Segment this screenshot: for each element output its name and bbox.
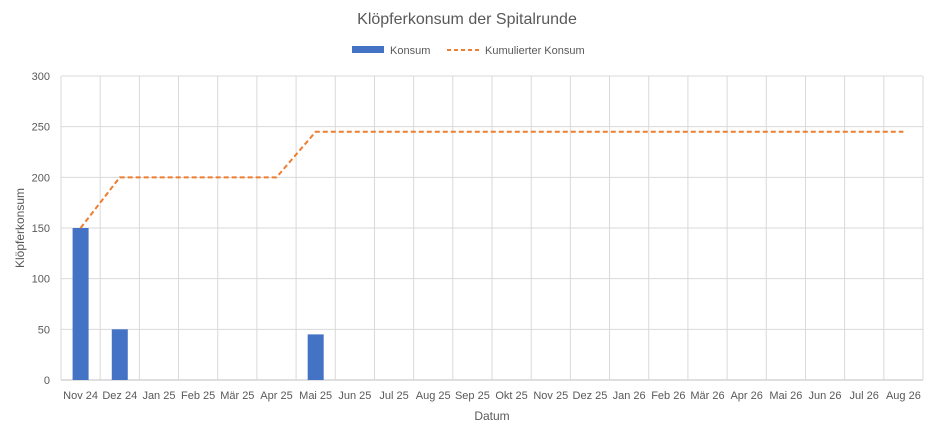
x-tick-label: Mär 25 <box>220 390 254 402</box>
x-tick-label: Jun 26 <box>809 390 842 402</box>
x-tick-label: Aug 25 <box>416 390 451 402</box>
x-tick-label: Jun 25 <box>338 390 371 402</box>
legend: Konsum Kumulierter Konsum <box>352 45 585 57</box>
y-tick-label: 0 <box>44 375 50 387</box>
x-tick-label: Jan 26 <box>613 390 646 402</box>
x-tick-label: Feb 25 <box>181 390 215 402</box>
bar-konsum <box>72 228 89 380</box>
x-tick-label: Nov 25 <box>533 390 568 402</box>
line-kumulierter-konsum <box>79 130 904 229</box>
legend-label-kumuliert: Kumulierter Konsum <box>485 45 585 57</box>
x-tick-label: Nov 24 <box>63 390 98 402</box>
x-tick-label: Okt 25 <box>495 390 527 402</box>
x-tick-label: Apr 26 <box>730 390 762 402</box>
x-tick-label: Jul 26 <box>850 390 879 402</box>
bar-konsum <box>307 334 324 380</box>
y-tick-label: 300 <box>32 71 50 83</box>
x-tick-label: Jan 25 <box>142 390 175 402</box>
y-tick-label: 250 <box>32 122 50 134</box>
x-tick-label: Apr 25 <box>260 390 292 402</box>
x-tick-label: Mai 25 <box>299 390 332 402</box>
x-tick-label: Mär 26 <box>690 390 724 402</box>
y-axis-label: Klöpferkonsum <box>13 188 27 268</box>
x-tick-label: Sep 25 <box>455 390 490 402</box>
x-tick-label: Dez 25 <box>573 390 608 402</box>
chart-title: Klöpferkonsum der Spitalrunde <box>357 11 577 28</box>
legend-label-konsum: Konsum <box>390 45 430 57</box>
y-tick-label: 100 <box>32 274 50 286</box>
x-tick-label: Feb 26 <box>651 390 685 402</box>
y-tick-label: 200 <box>32 172 50 184</box>
x-tick-label: Aug 26 <box>886 390 921 402</box>
y-tick-label: 150 <box>32 223 50 235</box>
x-tick-label: Jul 25 <box>379 390 408 402</box>
x-tick-label: Dez 24 <box>102 390 137 402</box>
legend-swatch-konsum <box>352 46 384 53</box>
x-tick-label: Mai 26 <box>769 390 802 402</box>
y-tick-label: 50 <box>38 324 50 336</box>
x-axis-label: Datum <box>474 409 509 423</box>
bar-konsum <box>111 329 128 380</box>
